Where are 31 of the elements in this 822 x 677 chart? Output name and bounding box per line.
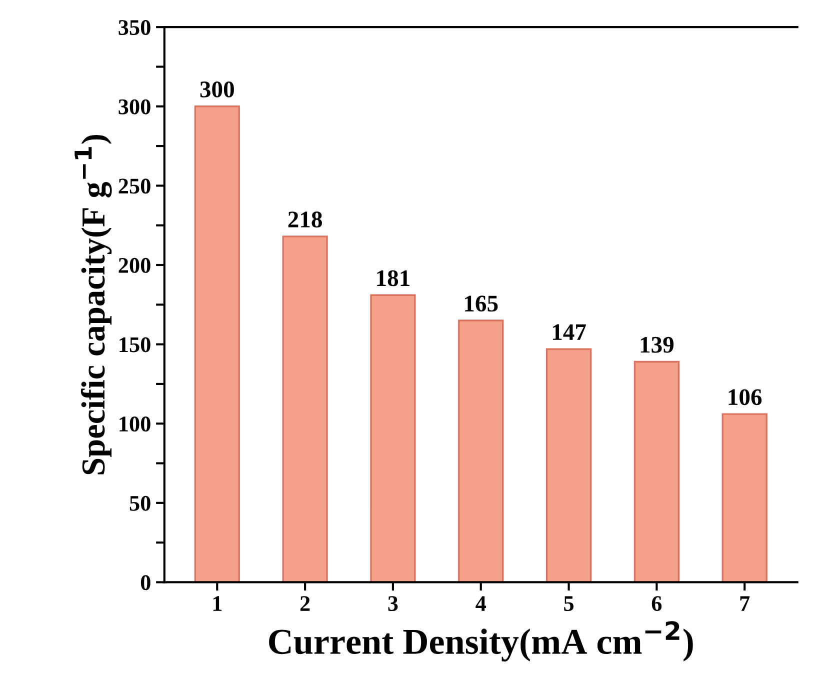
data-label: 300 xyxy=(200,81,234,98)
y-tick-label: 350 xyxy=(118,20,150,36)
data-label: 106 xyxy=(728,389,762,406)
data-label: 218 xyxy=(288,212,322,228)
x-tick-label: 4 xyxy=(476,596,486,611)
y-tick-label: 300 xyxy=(118,99,150,114)
x-tick-label: 6 xyxy=(652,596,662,612)
y-axis-title: Specific capacity(F g$^{−1}$) xyxy=(74,134,112,474)
y-tick-label: 150 xyxy=(120,337,150,352)
bar xyxy=(722,413,768,582)
data-label: 165 xyxy=(465,296,498,312)
bar xyxy=(458,320,504,582)
x-tick-label: 3 xyxy=(388,596,398,612)
bar xyxy=(634,360,680,582)
x-axis-title: Current Density(mA cm$^{−2}$) xyxy=(269,621,693,662)
x-tick-label: 7 xyxy=(740,596,750,611)
y-tick-label: 0 xyxy=(140,575,150,590)
bar xyxy=(370,294,416,582)
bar xyxy=(282,236,328,582)
y-tick-label: 250 xyxy=(118,178,150,194)
bar xyxy=(546,348,592,582)
bar xyxy=(194,106,240,582)
y-tick-label: 200 xyxy=(118,258,150,273)
data-label: 181 xyxy=(377,270,410,286)
x-tick-label: 5 xyxy=(564,596,574,612)
y-tick-label: 50 xyxy=(130,496,150,511)
x-tick-label: 1 xyxy=(213,596,222,611)
data-label: 147 xyxy=(552,324,586,340)
y-tick-label: 100 xyxy=(120,416,150,432)
x-tick-label: 2 xyxy=(300,596,310,611)
data-label: 139 xyxy=(640,336,674,353)
